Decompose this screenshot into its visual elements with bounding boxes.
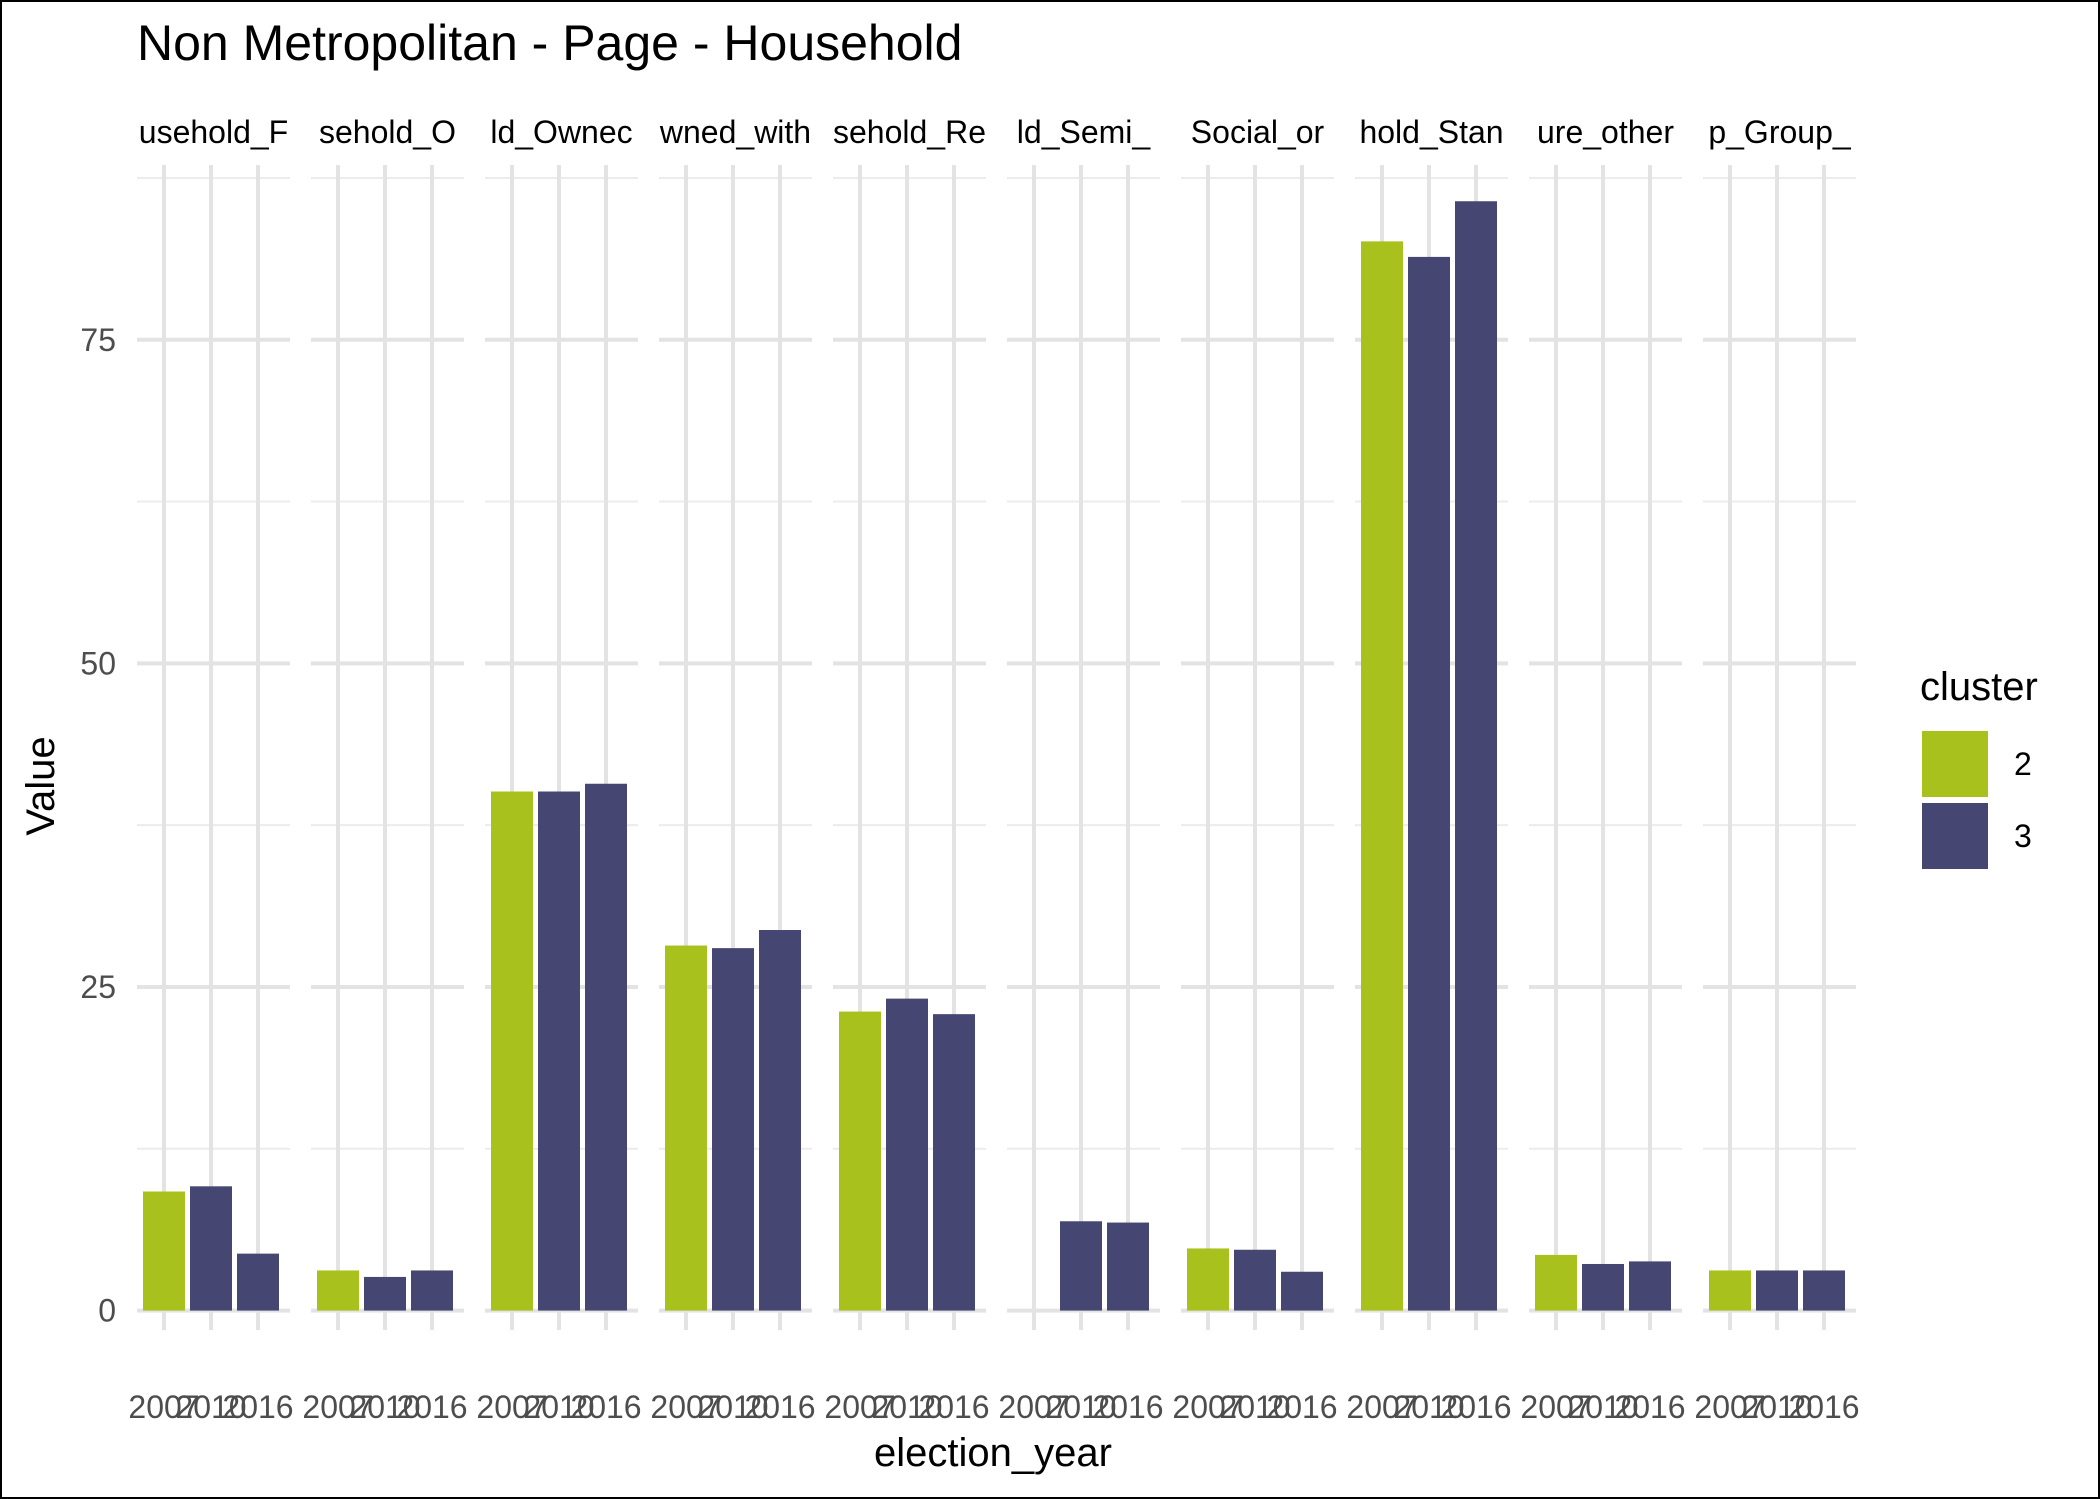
y-axis-title: Value (19, 736, 63, 835)
bar (1281, 1271, 1323, 1311)
x-tick-label: 2016 (1266, 1389, 1337, 1425)
facet-strip-label: sehold_O (319, 114, 456, 150)
bar (839, 1011, 881, 1311)
legend-key (1922, 803, 1988, 869)
bar (1361, 241, 1403, 1311)
legend-label: 3 (2014, 818, 2032, 854)
chart-title: Non Metropolitan - Page - Household (137, 15, 962, 71)
x-tick-label: 2007 (476, 1389, 547, 1425)
x-tick-label: 2010 (1219, 1389, 1290, 1425)
x-tick-label: 2007 (1346, 1389, 1417, 1425)
bar (237, 1253, 279, 1311)
facet-strip-label: Social_or (1191, 114, 1325, 150)
x-tick-label: 2016 (1788, 1389, 1859, 1425)
x-tick-label: 2010 (523, 1389, 594, 1425)
facet-strip-label: usehold_F (139, 114, 288, 150)
x-tick-label: 2010 (175, 1389, 246, 1425)
bar (1455, 201, 1497, 1311)
facet-strip-label: ld_Semi_ (1017, 114, 1152, 150)
facet-strip-label: sehold_Re (833, 114, 986, 150)
bar (1803, 1270, 1845, 1311)
x-tick-label: 2007 (302, 1389, 373, 1425)
bar (665, 945, 707, 1311)
legend-key (1922, 731, 1988, 797)
bar (1060, 1221, 1102, 1311)
facet-strip-label: hold_Stan (1359, 114, 1503, 150)
x-tick-label: 2016 (1614, 1389, 1685, 1425)
bar (1234, 1249, 1276, 1311)
bar (1535, 1254, 1577, 1311)
x-tick-label: 2010 (1045, 1389, 1116, 1425)
facet-strip-label: wned_with (659, 114, 811, 150)
x-tick-label: 2010 (697, 1389, 768, 1425)
x-tick-label: 2007 (1172, 1389, 1243, 1425)
x-tick-label: 2016 (1092, 1389, 1163, 1425)
bar (759, 930, 801, 1311)
x-tick-label: 2010 (1567, 1389, 1638, 1425)
x-tick-label: 2007 (1520, 1389, 1591, 1425)
x-tick-label: 2010 (1393, 1389, 1464, 1425)
bar (1709, 1270, 1751, 1311)
x-tick-label: 2016 (396, 1389, 467, 1425)
bar (1408, 256, 1450, 1311)
x-tick-label: 2010 (1741, 1389, 1812, 1425)
legend: cluster 2 3 (1920, 665, 2038, 869)
bar (886, 998, 928, 1311)
bar (1107, 1222, 1149, 1311)
bar (1629, 1261, 1671, 1311)
facet-strip-label: p_Group_ (1708, 114, 1852, 150)
x-tick-label: 2007 (128, 1389, 199, 1425)
y-tick-label: 25 (80, 969, 116, 1005)
x-tick-label: 2010 (871, 1389, 942, 1425)
x-tick-label: 2016 (918, 1389, 989, 1425)
bar (933, 1014, 975, 1311)
bar (712, 948, 754, 1311)
x-tick-label: 2016 (1440, 1389, 1511, 1425)
bar (1582, 1263, 1624, 1311)
bar (491, 791, 533, 1311)
bar (1756, 1270, 1798, 1311)
bar (364, 1276, 406, 1311)
x-tick-label: 2010 (349, 1389, 420, 1425)
bar (585, 783, 627, 1311)
bar (411, 1270, 453, 1311)
x-tick-label: 2007 (998, 1389, 1069, 1425)
x-tick-label: 2007 (824, 1389, 895, 1425)
bar (538, 791, 580, 1311)
x-tick-label: 2007 (650, 1389, 721, 1425)
bar (190, 1186, 232, 1311)
x-tick-label: 2016 (570, 1389, 641, 1425)
bar (317, 1270, 359, 1311)
facet-strip-label: ure_other (1537, 114, 1674, 150)
x-tick-label: 2016 (744, 1389, 815, 1425)
y-tick-label: 0 (98, 1293, 116, 1329)
y-tick-label: 50 (80, 645, 116, 681)
y-tick-label: 75 (80, 322, 116, 358)
legend-label: 2 (2014, 746, 2032, 782)
bar (1187, 1248, 1229, 1311)
x-axis-title: election_year (874, 1431, 1112, 1475)
bar (143, 1191, 185, 1311)
facet-strip-label: ld_Ownec (490, 114, 632, 150)
x-tick-label: 2016 (222, 1389, 293, 1425)
x-tick-label: 2007 (1694, 1389, 1765, 1425)
legend-title: cluster (1920, 665, 2038, 709)
